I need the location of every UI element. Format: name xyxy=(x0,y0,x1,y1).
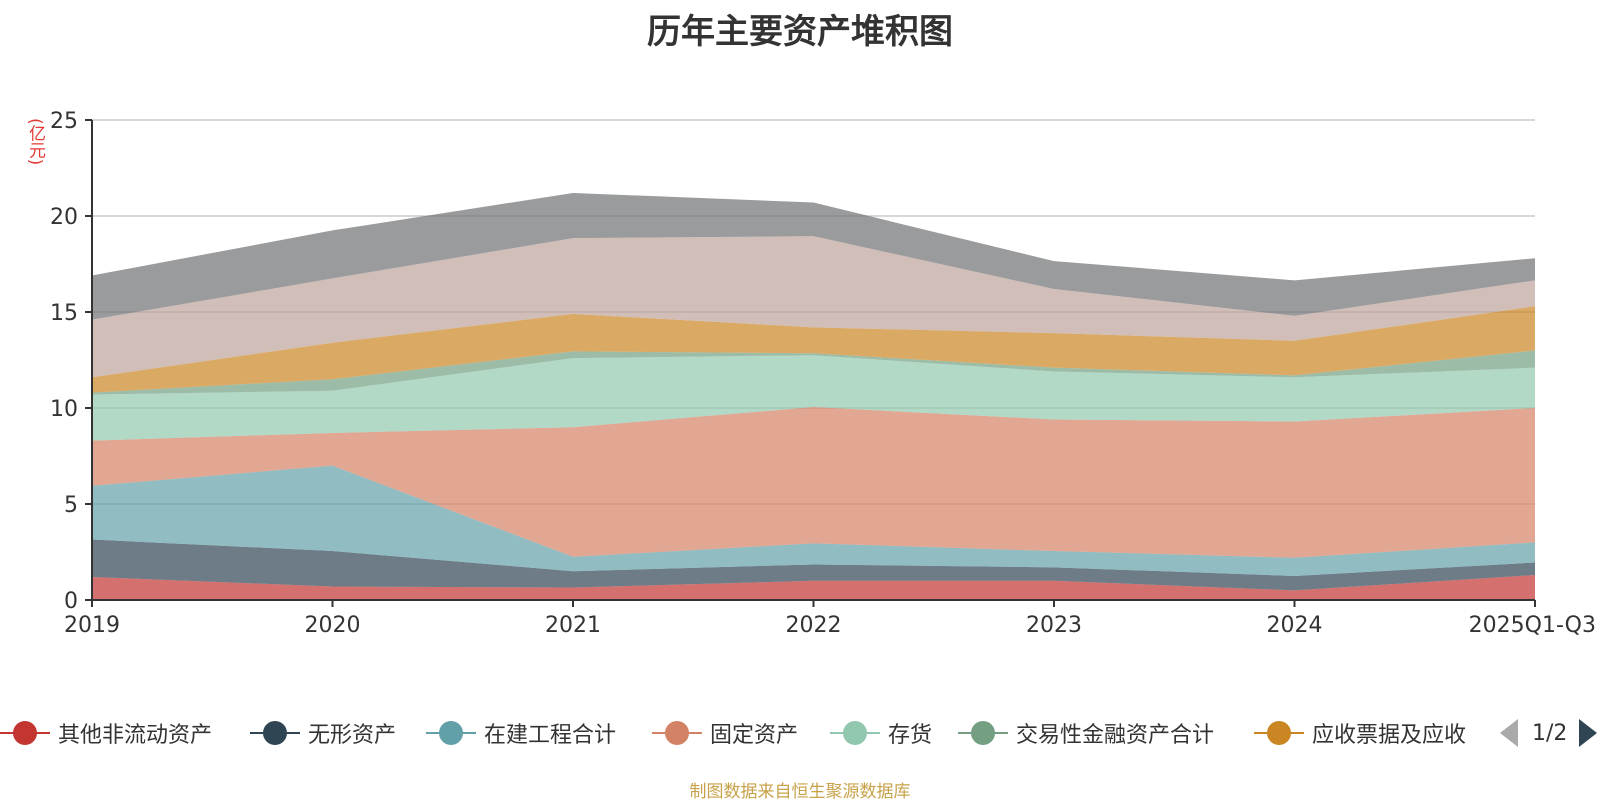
area-series-8 xyxy=(92,236,1535,378)
legend-marker-icon xyxy=(958,719,1008,747)
area-series-4 xyxy=(92,407,1535,558)
x-tick-label-7: 2025Q1-Q3 xyxy=(1469,613,1596,638)
y-tick-label-20: 20 xyxy=(50,205,78,230)
legend-pager: 1/2 xyxy=(1500,716,1598,750)
legend-label: 在建工程合计 xyxy=(484,723,617,748)
area-series-6 xyxy=(92,350,1535,395)
area-series-5 xyxy=(92,355,1535,441)
chart-title: 历年主要资产堆积图 xyxy=(647,12,953,52)
x-tick-label-2: 2020 xyxy=(305,613,361,638)
y-tick-label-25: 25 xyxy=(50,109,78,134)
legend-item-6[interactable]: 交易性金融资产合计 xyxy=(958,716,1214,750)
area-series-1 xyxy=(92,575,1535,600)
legend-marker-icon xyxy=(1254,719,1304,747)
legend: 其他非流动资产 无形资产 在建工程合计 固定资产 存货 交易性金融资产合计 应收票据及应收 xyxy=(0,716,1600,750)
legend-label: 其他非流动资产 xyxy=(58,723,213,748)
legend-marker-icon xyxy=(830,719,880,747)
y-axis-unit-label: (亿元) xyxy=(25,118,45,166)
y-tick-label-5: 5 xyxy=(64,493,78,518)
legend-item-1[interactable]: 其他非流动资产 xyxy=(0,716,212,750)
data-source-note: 制图数据来自恒生聚源数据库 xyxy=(689,782,911,802)
area-series-3 xyxy=(92,465,1535,576)
x-tick-label-4: 2022 xyxy=(786,613,842,638)
area-series-2 xyxy=(92,539,1535,591)
area-series-9 xyxy=(92,192,1535,320)
legend-label: 无形资产 xyxy=(308,723,397,748)
legend-item-7[interactable]: 应收票据及应收 xyxy=(1254,716,1466,750)
x-tick-label-3: 2021 xyxy=(545,613,601,638)
legend-marker-icon xyxy=(652,719,702,747)
legend-marker-icon xyxy=(0,719,50,747)
legend-item-2[interactable]: 无形资产 xyxy=(250,716,396,750)
x-tick-label-5: 2023 xyxy=(1026,613,1082,638)
y-tick-label-0: 0 xyxy=(64,589,78,614)
legend-page-indicator: 1/2 xyxy=(1532,720,1568,746)
legend-item-4[interactable]: 固定资产 xyxy=(652,716,798,750)
legend-label: 应收票据及应收 xyxy=(1312,723,1467,748)
legend-next-page-button[interactable] xyxy=(1579,719,1598,747)
legend-item-3[interactable]: 在建工程合计 xyxy=(426,716,616,750)
legend-marker-icon xyxy=(426,719,476,747)
legend-item-5[interactable]: 存货 xyxy=(830,716,932,750)
x-tick-label-6: 2024 xyxy=(1267,613,1323,638)
legend-label: 交易性金融资产合计 xyxy=(1016,723,1215,748)
area-series-7 xyxy=(92,306,1535,393)
y-tick-label-10: 10 xyxy=(50,397,78,422)
legend-prev-page-button[interactable] xyxy=(1500,719,1518,747)
y-tick-label-15: 15 xyxy=(50,301,78,326)
legend-marker-icon xyxy=(250,719,300,747)
legend-label: 存货 xyxy=(888,723,933,748)
x-tick-label-1: 2019 xyxy=(64,613,120,638)
legend-label: 固定资产 xyxy=(710,723,799,748)
